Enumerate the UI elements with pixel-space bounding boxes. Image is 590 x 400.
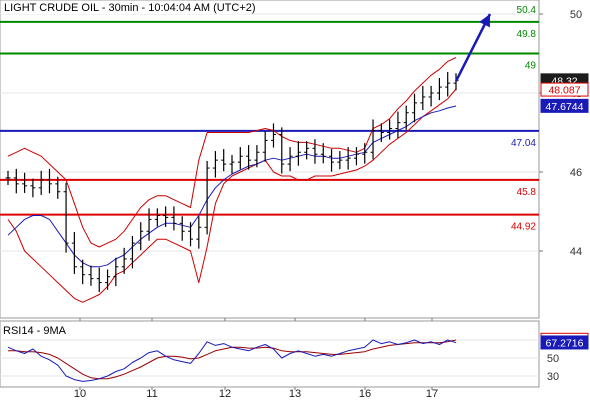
price-bar — [163, 206, 169, 227]
price-bar — [171, 206, 177, 231]
price-bar — [38, 170, 44, 195]
rsi-line — [7, 339, 457, 382]
level-label: 47.04 — [511, 138, 536, 149]
price-badge: 48.087 — [548, 85, 580, 97]
price-bar — [312, 139, 318, 164]
rsi-y-tick-label: 30 — [547, 371, 559, 383]
price-bar — [420, 85, 426, 110]
main-y-tick-label: 44 — [570, 246, 582, 258]
main-gridlines — [0, 13, 539, 252]
price-badge-box — [540, 82, 589, 97]
rsi-badge: 67.2716 — [546, 337, 584, 349]
price-bar — [246, 145, 252, 170]
price-badge-box — [540, 98, 589, 113]
price-bar — [320, 143, 326, 164]
main-y-tick-label: 46 — [570, 167, 582, 179]
price-bars — [5, 72, 459, 293]
projection-arrow — [454, 13, 492, 82]
price-bar — [30, 178, 36, 198]
projection-arrow-head — [479, 14, 490, 28]
price-bar — [63, 182, 69, 253]
price-bar — [13, 168, 19, 194]
price-bar — [279, 127, 285, 174]
price-bar — [337, 151, 343, 170]
rsi-badge-box — [540, 335, 589, 350]
price-bar — [353, 147, 359, 166]
price-bar — [378, 123, 384, 142]
rsi-plot-border — [0, 320, 540, 388]
main-y-axis: 44464850 — [539, 9, 582, 258]
price-bar — [295, 141, 301, 166]
price-bar — [221, 149, 227, 172]
main-y-tick-label: 50 — [570, 9, 582, 21]
price-bar — [262, 131, 268, 162]
price-bar — [436, 77, 442, 101]
price-bar — [345, 147, 351, 170]
x-tick-label: 16 — [359, 388, 371, 400]
price-bar — [22, 172, 28, 193]
price-badge: 47.6744 — [546, 101, 584, 113]
price-bar — [154, 208, 160, 227]
price-bar — [88, 265, 94, 286]
x-tick-label: 10 — [74, 388, 86, 400]
price-bar — [428, 85, 434, 107]
price-bar — [395, 111, 401, 139]
price-bar — [362, 143, 368, 164]
price-bar — [179, 216, 185, 241]
x-tick-label: 13 — [289, 388, 301, 400]
level-label: 49 — [525, 61, 537, 72]
price-bar — [55, 176, 61, 199]
price-bar — [113, 257, 119, 287]
price-bar — [196, 216, 202, 249]
price-bar — [188, 222, 194, 247]
x-tick-label: 11 — [146, 388, 157, 400]
level-label: 50.4 — [517, 5, 537, 16]
price-bar — [5, 170, 11, 186]
price-bar — [237, 147, 243, 170]
level-label: 49.8 — [517, 29, 537, 40]
price-bar — [254, 145, 260, 168]
chart-title: LIGHT CRUDE OIL - 30min - 10:04:04 AM (U… — [4, 2, 256, 14]
level-label: 44.92 — [511, 222, 536, 233]
price-bar — [96, 267, 102, 293]
x-tick-label: 17 — [426, 388, 438, 400]
horizontal-levels: 50.4 49.8 49 47.04 45.8 44.92 — [0, 5, 539, 233]
rsi-panel: 305070 70.222467.2716 RSI14 - 9MA — [0, 320, 589, 388]
price-bar — [270, 123, 276, 148]
price-bar — [204, 160, 210, 235]
price-bar — [121, 247, 127, 274]
price-bar — [129, 235, 135, 269]
price-bar — [387, 119, 393, 140]
rsi-y-tick-label: 50 — [547, 353, 559, 365]
price-bar — [146, 208, 152, 241]
bollinger-lower-line — [7, 88, 457, 303]
level-label: 45.8 — [517, 187, 537, 198]
rsi-title: RSI14 - 9MA — [3, 325, 67, 337]
price-bar — [46, 168, 52, 194]
price-bar — [80, 259, 86, 285]
price-bar — [287, 147, 293, 172]
price-bar — [329, 149, 335, 172]
price-bar — [403, 105, 409, 130]
price-bar — [212, 151, 218, 178]
projection-arrow-shaft — [454, 13, 492, 82]
price-bar — [445, 72, 451, 97]
price-bar — [412, 93, 418, 123]
x-axis: 10 11 12 13 16 17 — [74, 318, 438, 400]
price-bar — [138, 222, 144, 251]
price-bar — [304, 141, 310, 160]
rsi-badges: 70.222467.2716 — [540, 332, 589, 350]
rsi-lines — [7, 339, 457, 382]
price-bar — [71, 232, 77, 274]
title-background — [1, 1, 245, 14]
price-bar — [229, 155, 235, 174]
x-tick-label: 12 — [219, 388, 231, 400]
price-bar — [105, 269, 111, 290]
price-bar — [370, 119, 376, 160]
